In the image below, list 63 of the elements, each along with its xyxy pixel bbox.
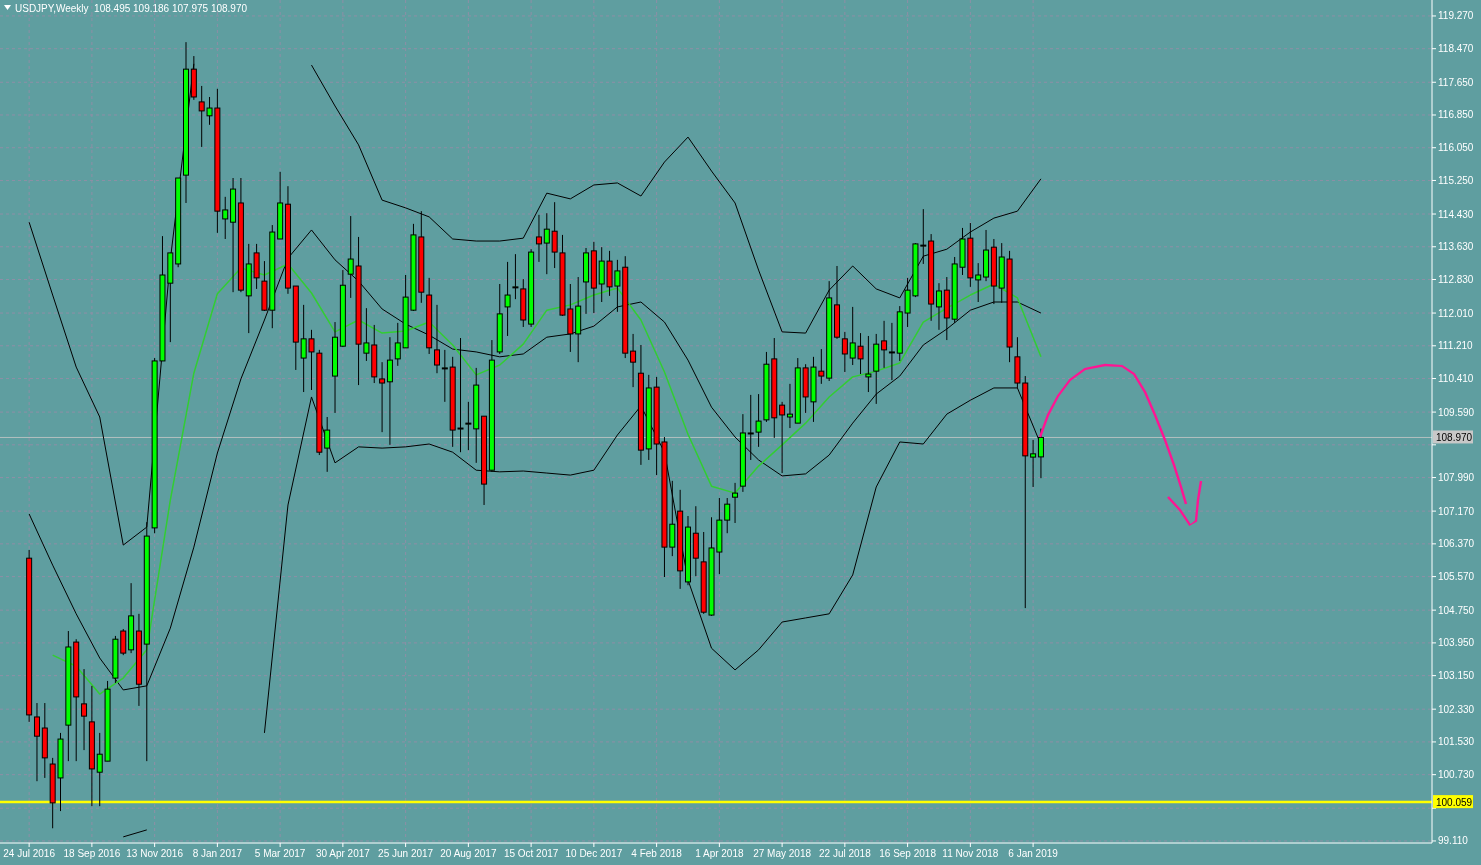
candlestick (535, 214, 542, 263)
y-tick-label: 104.750 (1438, 604, 1475, 616)
y-tick-label: 118.470 (1438, 43, 1474, 55)
y-tick-label: 111.210 (1438, 340, 1474, 352)
x-tick-label: 11 Nov 2018 (942, 848, 999, 859)
y-tick-label: 116.050 (1438, 142, 1474, 154)
y-tick-label: 109.590 (1438, 406, 1475, 418)
x-tick-label: 16 Sep 2018 (879, 848, 937, 859)
y-tick-label: 99.110 (1438, 835, 1469, 847)
candlestick (386, 336, 393, 446)
y-tick-label: 112.830 (1438, 274, 1474, 285)
y-tick-label: 106.370 (1438, 538, 1475, 550)
candlestick (935, 282, 942, 331)
y-tick-label: 107.170 (1438, 505, 1475, 517)
y-tick-label: 110.410 (1438, 373, 1474, 385)
candlestick (324, 416, 331, 473)
y-tick-label: 117.650 (1438, 76, 1474, 88)
candlestick (434, 304, 440, 374)
x-tick-label: 1 Apr 2018 (695, 848, 744, 859)
candlestick (786, 383, 793, 429)
y-tick-label: 105.570 (1438, 571, 1475, 583)
x-tick-label: 18 Sep 2016 (63, 848, 121, 859)
candlestick (1030, 439, 1037, 488)
x-tick-label: 15 Oct 2017 (503, 848, 559, 859)
x-tick-label: 27 May 2018 (753, 848, 812, 859)
x-tick-label: 8 Jan 2017 (192, 848, 243, 859)
candlestick (779, 401, 786, 474)
candlestick (630, 333, 637, 388)
x-tick-label: 6 Jan 2019 (1008, 848, 1059, 859)
ref-line-label: 108.970 (1436, 431, 1473, 443)
x-tick-label: 13 Nov 2016 (126, 848, 184, 859)
candlestick (881, 320, 888, 369)
x-tick-label: 20 Aug 2017 (440, 848, 497, 859)
candlestick (865, 335, 872, 393)
y-tick-label: 116.850 (1438, 109, 1474, 121)
x-tick-label: 30 Apr 2017 (315, 848, 371, 859)
y-tick-label: 102.330 (1438, 703, 1475, 715)
x-tick-label: 4 Feb 2018 (631, 848, 683, 859)
y-tick-label: 113.630 (1438, 241, 1474, 253)
candlestick (732, 482, 739, 524)
candlestick (504, 261, 511, 337)
x-tick-label: 5 Mar 2017 (254, 848, 306, 859)
y-tick-label: 101.530 (1438, 736, 1475, 748)
ref-line-label: 100.059 (1436, 796, 1473, 808)
y-tick-label: 112.010 (1438, 307, 1474, 319)
y-tick-label: 100.730 (1438, 769, 1475, 781)
x-tick-label: 24 Jul 2016 (3, 848, 56, 859)
candlestick (81, 668, 88, 751)
y-tick-label: 107.990 (1438, 472, 1475, 484)
y-tick-label: 103.950 (1438, 637, 1475, 649)
x-tick-label: 25 Jun 2017 (378, 848, 434, 859)
y-tick-label: 119.270 (1438, 10, 1474, 22)
candlestick (379, 361, 386, 433)
x-tick-label: 10 Dec 2017 (565, 848, 623, 859)
x-tick-label: 22 Jul 2018 (819, 848, 872, 859)
candlestick (441, 349, 448, 403)
y-tick-label: 103.150 (1438, 670, 1475, 682)
candlestick (33, 702, 40, 782)
y-tick-label: 115.250 (1438, 174, 1474, 186)
candlestick (888, 322, 895, 381)
y-tick-label: 114.430 (1438, 208, 1474, 220)
chart-title: USDJPY,Weekly 108.495 109.186 107.975 108.970 (15, 3, 248, 14)
candlestick (841, 331, 848, 373)
